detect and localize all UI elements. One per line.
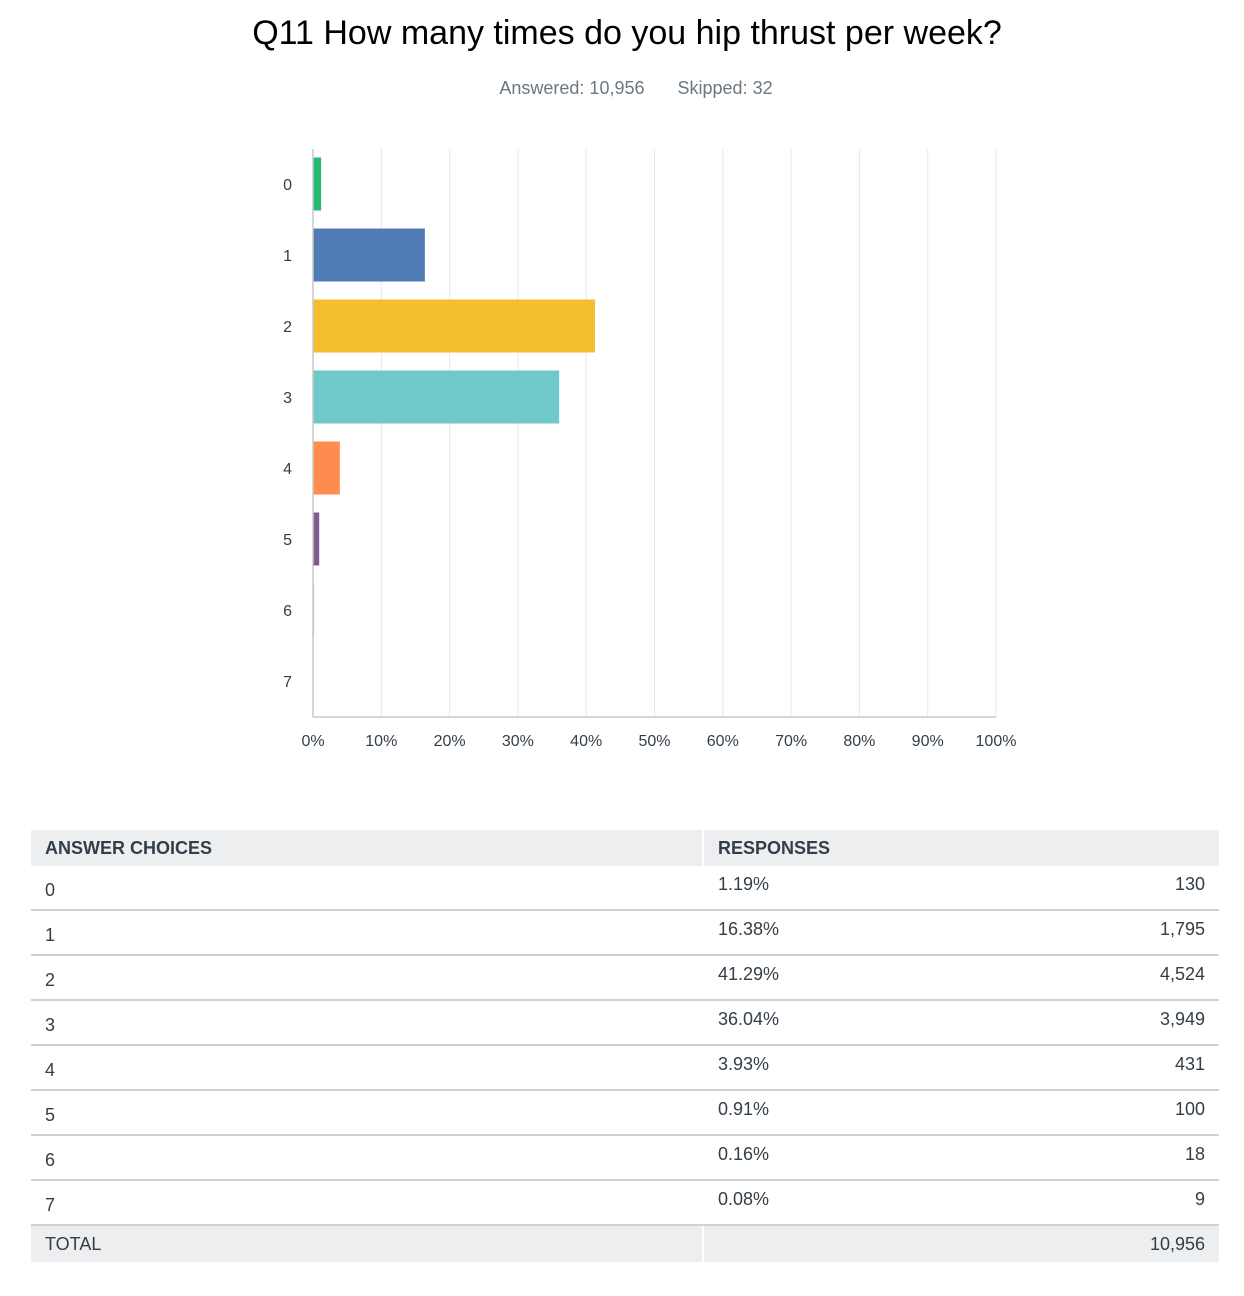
response-count: 9 — [1194, 1189, 1205, 1209]
response-count: 18 — [1184, 1144, 1205, 1164]
total-label: TOTAL — [31, 1225, 703, 1262]
response-percent: 0.16% — [718, 1144, 770, 1164]
header-answer-choices: ANSWER CHOICES — [31, 830, 703, 866]
x-tick-label: 60% — [707, 733, 739, 750]
table-row: 1 16.38% 1,795 — [31, 910, 1219, 956]
response-cell: 3.93% 431 — [702, 1045, 1219, 1091]
answer-choice-cell: 2 — [31, 955, 703, 1001]
response-summary: Answered: 10,956 Skipped: 32 — [0, 78, 1244, 99]
answer-choice-cell: 5 — [31, 1090, 703, 1136]
category-label: 2 — [283, 319, 292, 336]
x-tick-label: 50% — [638, 733, 670, 750]
response-cell: 16.38% 1,795 — [702, 910, 1219, 956]
chart-labels: 0% 10% 20% 30% 40% 50% 60% 70% 80% 90% 100% 0 1 2 3 4 5 6… — [283, 177, 1016, 750]
answer-choice-cell: 4 — [31, 1045, 703, 1091]
response-cell: 36.04% 3,949 — [702, 1000, 1219, 1046]
category-label: 1 — [283, 248, 292, 265]
table-row: 4 3.93% 431 — [31, 1045, 1219, 1091]
response-percent: 3.93% — [718, 1054, 770, 1074]
table-header-row: ANSWER CHOICES RESPONSES — [31, 830, 1219, 866]
table-row: 2 41.29% 4,524 — [31, 955, 1219, 1001]
category-label: 3 — [283, 390, 292, 407]
response-cell: 1.19% 130 — [702, 866, 1219, 911]
bar-1 — [313, 228, 425, 282]
chart-gridlines — [380, 149, 997, 717]
x-tick-label: 100% — [976, 733, 1017, 750]
bar-0 — [313, 157, 322, 211]
table-row: 3 36.04% 3,949 — [31, 1000, 1219, 1046]
category-label: 6 — [283, 603, 292, 620]
total-count: 10,956 — [1149, 1233, 1205, 1254]
response-count: 431 — [1174, 1054, 1205, 1074]
category-label: 5 — [283, 532, 292, 549]
response-count: 100 — [1174, 1099, 1205, 1119]
chart-axes — [312, 149, 996, 718]
response-cell: 41.29% 4,524 — [702, 955, 1219, 1001]
answer-choice-cell: 7 — [31, 1180, 703, 1226]
table-row: 5 0.91% 100 — [31, 1090, 1219, 1136]
response-count: 4,524 — [1159, 964, 1205, 984]
response-percent: 0.08% — [718, 1189, 770, 1209]
question-title: Q11 How many times do you hip thrust per… — [252, 14, 1002, 52]
header-responses: RESPONSES — [702, 830, 1219, 866]
x-tick-label: 90% — [912, 733, 944, 750]
results-table: ANSWER CHOICES RESPONSES 0 1.19% 130 1 16.38… — [31, 830, 1219, 1262]
response-cell: 0.16% 18 — [702, 1135, 1219, 1181]
skipped-count: Skipped: 32 — [677, 78, 773, 98]
total-response-cell: 10,956 — [702, 1225, 1219, 1262]
x-tick-label: 40% — [570, 733, 602, 750]
x-tick-label: 0% — [301, 733, 324, 750]
answer-choice-cell: 6 — [31, 1135, 703, 1181]
response-count: 130 — [1174, 874, 1205, 894]
bar-chart: 0% 10% 20% 30% 40% 50% 60% 70% 80% 90% 100% 0 1 2 3 4 5 6… — [283, 149, 1016, 750]
x-tick-label: 10% — [365, 733, 397, 750]
table-row: 7 0.08% 9 — [31, 1180, 1219, 1226]
response-percent: 0.91% — [718, 1099, 770, 1119]
response-count: 3,949 — [1159, 1009, 1205, 1029]
total-row: TOTAL 10,956 — [31, 1225, 1219, 1262]
table-row: 6 0.16% 18 — [31, 1135, 1219, 1181]
category-label: 7 — [283, 674, 292, 691]
bar-2 — [313, 299, 596, 353]
response-percent: 41.29% — [718, 964, 780, 984]
bar-3 — [313, 370, 560, 424]
response-percent: 36.04% — [718, 1009, 780, 1029]
bar-4 — [313, 441, 340, 495]
category-label: 0 — [283, 177, 292, 194]
response-percent: 16.38% — [718, 919, 780, 939]
response-cell: 0.91% 100 — [702, 1090, 1219, 1136]
x-tick-label: 30% — [502, 733, 534, 750]
answered-count: Answered: 10,956 — [499, 78, 645, 98]
response-count: 1,795 — [1159, 919, 1205, 939]
answer-choice-cell: 1 — [31, 910, 703, 956]
x-tick-label: 20% — [434, 733, 466, 750]
bar-5 — [313, 512, 320, 566]
x-tick-label: 70% — [775, 733, 807, 750]
response-cell: 0.08% 9 — [702, 1180, 1219, 1226]
chart-bars — [313, 157, 596, 708]
table-row: 0 1.19% 130 — [31, 866, 1219, 911]
answer-choice-cell: 3 — [31, 1000, 703, 1046]
answer-choice-cell: 0 — [31, 866, 703, 911]
x-tick-label: 80% — [843, 733, 875, 750]
response-percent: 1.19% — [718, 874, 770, 894]
category-label: 4 — [283, 461, 292, 478]
